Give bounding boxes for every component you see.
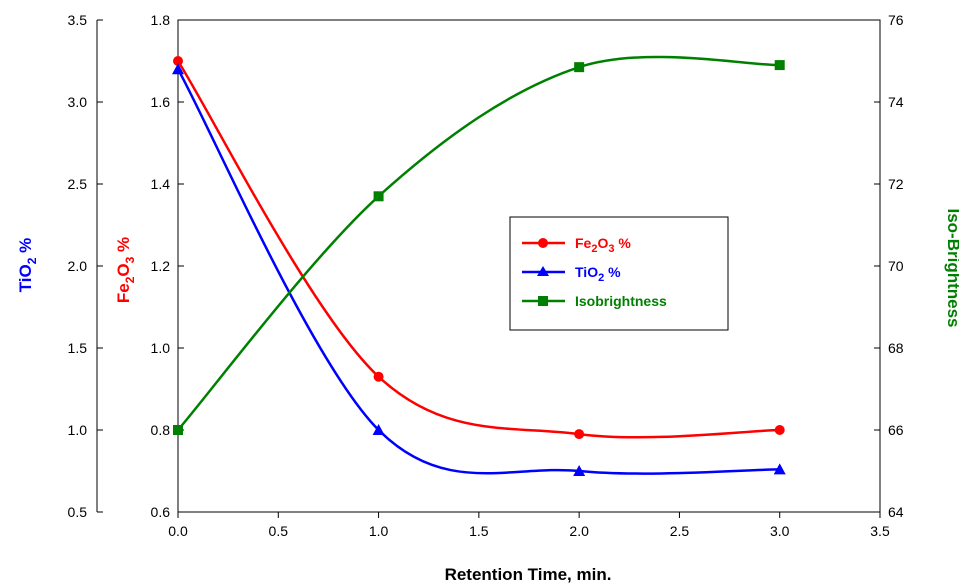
fe2o3-tick-label: 0.8 (151, 422, 171, 438)
brightness-axis: 64 66 68 70 72 74 76 (874, 12, 904, 520)
data-point-fe2o3 (173, 56, 183, 66)
data-point-isobrightness (373, 191, 384, 202)
fe2o3-tick-label: 1.2 (151, 258, 171, 274)
legend-marker-tio2 (537, 266, 549, 276)
brightness-tick-label: 74 (888, 94, 904, 110)
data-point-tio2 (172, 63, 184, 75)
legend-label-tio2: TiO2 % (575, 264, 621, 284)
x-axis: 0.0 0.5 1.0 1.5 2.0 2.5 3.0 3.5 (168, 512, 890, 539)
tio2-tick-label: 3.0 (68, 94, 88, 110)
legend-marker-isobrightness (538, 296, 548, 306)
data-point-isobrightness (774, 60, 785, 71)
data-point-fe2o3 (574, 429, 585, 440)
series-line-isobrightness (177, 55, 780, 431)
data-point-isobrightness (173, 425, 183, 435)
legend-item-fe2o3: Fe2O3 % (522, 235, 631, 255)
data-point-fe2o3 (373, 371, 384, 382)
tio2-tick-label: 1.5 (68, 340, 88, 356)
legend-label-fe2o3: Fe2O3 % (575, 235, 631, 255)
x-tick-label: 2.5 (670, 523, 690, 539)
x-tick-label: 3.0 (770, 523, 790, 539)
x-tick-label: 3.5 (870, 523, 890, 539)
legend-item-isobrightness: Isobrightness (522, 293, 667, 309)
tio2-tick-label: 2.0 (68, 258, 88, 274)
x-tick-label: 2.0 (569, 523, 589, 539)
legend-item-tio2: TiO2 % (522, 264, 621, 284)
fe2o3-tick-label: 1.8 (151, 12, 171, 28)
brightness-axis-title: Iso-Brightness (944, 208, 959, 327)
series-line-tio2 (176, 68, 780, 475)
brightness-tick-label: 64 (888, 504, 904, 520)
x-tick-label: 1.0 (369, 523, 389, 539)
data-point-tio2 (372, 424, 385, 435)
brightness-tick-label: 68 (888, 340, 904, 356)
legend-label-isobrightness: Isobrightness (575, 293, 667, 309)
tio2-axis: 0.5 1.0 1.5 2.0 2.5 3.0 3.5 (68, 12, 103, 520)
data-point-fe2o3 (774, 425, 785, 435)
fe2o3-axis-title: Fe2O3 % (114, 237, 137, 303)
brightness-tick-label: 70 (888, 258, 904, 274)
series-layer (172, 55, 786, 476)
tio2-tick-label: 2.5 (68, 176, 88, 192)
brightness-tick-label: 72 (888, 176, 904, 192)
tio2-tick-label: 3.5 (68, 12, 88, 28)
data-point-isobrightness (574, 62, 585, 73)
fe2o3-axis: 0.6 0.8 1.0 1.2 1.4 1.6 1.8 (151, 12, 184, 520)
fe2o3-tick-label: 1.4 (151, 176, 171, 192)
x-tick-label: 0.0 (168, 523, 188, 539)
fe2o3-tick-label: 1.0 (151, 340, 171, 356)
series-line-fe2o3 (176, 60, 780, 439)
tio2-tick-label: 0.5 (68, 504, 88, 520)
x-tick-label: 1.5 (469, 523, 489, 539)
x-axis-title: Retention Time, min. (445, 565, 612, 584)
data-point-tio2 (573, 465, 586, 476)
brightness-tick-label: 66 (888, 422, 904, 438)
tio2-axis-title: TiO2 % (16, 238, 39, 293)
legend: Fe2O3 % TiO2 % Isobrightness (509, 216, 729, 331)
fe2o3-tick-label: 1.6 (151, 94, 171, 110)
brightness-tick-label: 76 (888, 12, 904, 28)
legend-marker-fe2o3 (538, 238, 548, 248)
fe2o3-tick-label: 0.6 (151, 504, 171, 520)
x-tick-label: 0.5 (269, 523, 289, 539)
data-point-tio2 (773, 463, 786, 475)
tio2-tick-label: 1.0 (68, 422, 88, 438)
